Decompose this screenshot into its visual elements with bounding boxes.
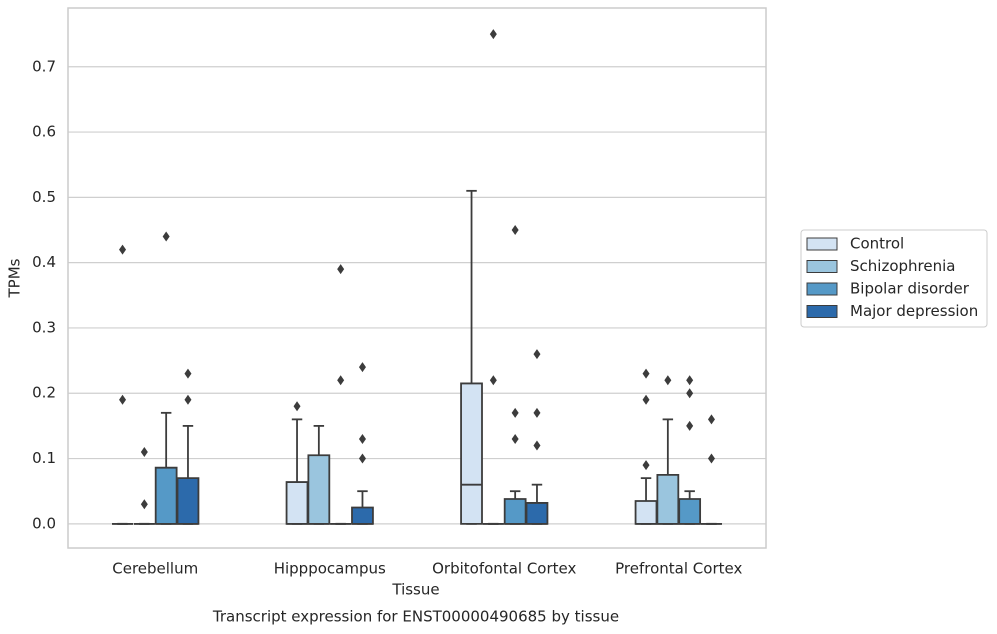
outlier [533, 440, 541, 451]
box [460, 382, 483, 525]
outlier [511, 433, 519, 444]
outlier [119, 394, 127, 405]
legend-swatch [806, 260, 838, 273]
box [656, 473, 680, 525]
x-tick-label: Orbitofontal Cortex [432, 560, 576, 578]
box [154, 466, 178, 525]
y-tick-label: 0.3 [32, 318, 56, 336]
caption: Transcript expression for ENST0000049068… [212, 608, 619, 626]
outlier [533, 349, 541, 360]
box [503, 498, 527, 525]
legend-label: Major depression [850, 302, 978, 320]
legend-swatch [806, 305, 838, 318]
outlier [686, 420, 694, 431]
x-tick-label: Cerebellum [112, 560, 198, 578]
box [678, 498, 702, 525]
outlier [337, 375, 345, 386]
outlier [686, 388, 694, 399]
outlier [293, 401, 301, 412]
y-tick-label: 0.7 [32, 57, 56, 75]
outlier [511, 225, 519, 236]
outlier [337, 264, 345, 275]
outlier [707, 453, 715, 464]
outlier [119, 244, 127, 255]
outlier [642, 460, 650, 471]
box [307, 454, 331, 525]
x-tick-label: Hipppocampus [274, 560, 386, 578]
outlier [511, 407, 519, 418]
outlier [533, 407, 541, 418]
legend-frame [800, 229, 988, 328]
outlier [664, 375, 672, 386]
y-axis-label: TPMs [6, 258, 24, 298]
box [285, 481, 309, 525]
legend-swatch [806, 237, 838, 251]
outlier [184, 368, 192, 379]
outlier [140, 499, 148, 510]
outlier [140, 447, 148, 458]
outlier [489, 29, 497, 40]
x-tick-label: Prefrontal Cortex [615, 560, 742, 578]
outlier [358, 433, 366, 444]
legend-label: Bipolar disorder [850, 280, 970, 298]
outlier [642, 394, 650, 405]
legend-swatch [806, 282, 838, 296]
y-tick-label: 0.4 [32, 253, 56, 271]
outlier [358, 453, 366, 464]
legend-label: Schizophrenia [850, 257, 955, 275]
x-axis-label: Tissue [391, 581, 439, 599]
y-tick-label: 0.0 [32, 514, 56, 532]
outlier [162, 231, 170, 242]
plot-border [67, 7, 767, 549]
box [176, 477, 200, 525]
outlier [358, 362, 366, 373]
outlier [489, 375, 497, 386]
box [351, 506, 374, 525]
outlier [184, 394, 192, 405]
y-tick-label: 0.6 [32, 123, 56, 141]
y-tick-label: 0.2 [32, 384, 56, 402]
legend-label: Control [850, 235, 904, 253]
outlier [642, 368, 650, 379]
box [525, 502, 549, 525]
y-tick-label: 0.1 [32, 449, 56, 467]
box [634, 500, 658, 525]
outlier [707, 414, 715, 425]
outlier [686, 375, 694, 386]
y-tick-label: 0.5 [32, 188, 56, 206]
